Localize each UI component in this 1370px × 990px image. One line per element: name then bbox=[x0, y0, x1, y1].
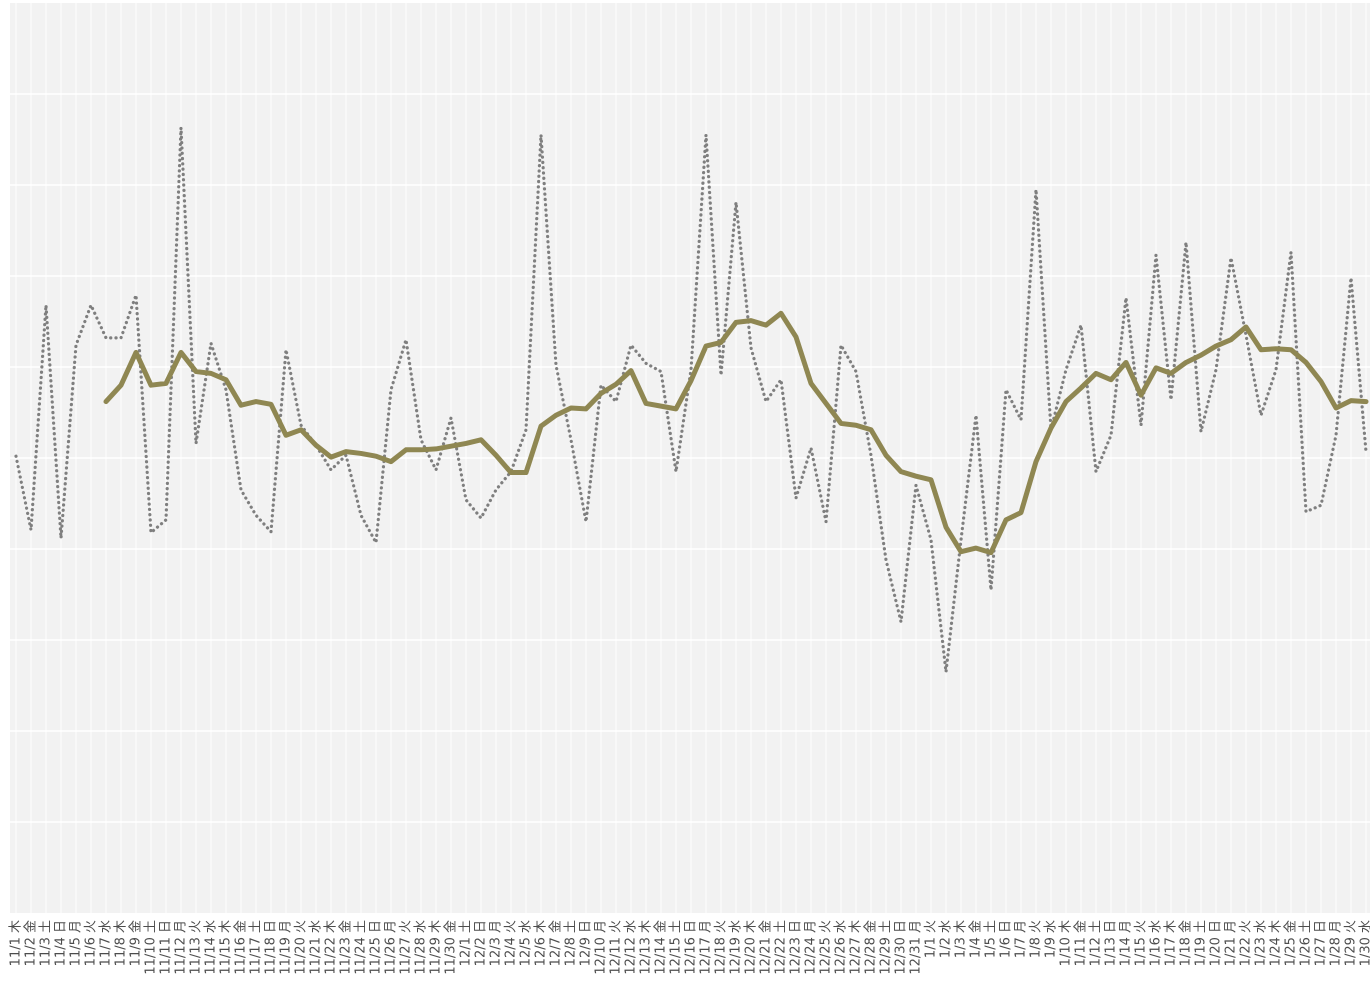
x-tick-label: 11/8 木 bbox=[114, 920, 129, 966]
x-tick-label: 12/13 木 bbox=[639, 920, 654, 975]
x-tick-label: 12/18 火 bbox=[714, 920, 729, 975]
x-tick-label: 11/4 日 bbox=[54, 920, 69, 966]
x-tick-label: 11/6 火 bbox=[84, 920, 99, 966]
x-tick-label: 1/8 火 bbox=[1029, 920, 1044, 958]
x-tick-label: 11/21 水 bbox=[309, 920, 324, 975]
x-tick-label: 11/19 月 bbox=[279, 920, 294, 975]
x-tick-label: 1/7 月 bbox=[1014, 920, 1029, 958]
x-tick-label: 1/16 水 bbox=[1149, 920, 1164, 966]
x-tick-label: 12/8 土 bbox=[564, 920, 579, 966]
x-tick-label: 11/18 日 bbox=[264, 920, 279, 975]
x-tick-label: 1/13 日 bbox=[1104, 920, 1119, 966]
line-series bbox=[14, 126, 1368, 674]
x-tick-label: 11/28 水 bbox=[414, 920, 429, 975]
x-tick-label: 1/5 土 bbox=[984, 920, 999, 958]
x-tick-label: 11/2 金 bbox=[24, 920, 39, 966]
x-tick-label: 12/29 土 bbox=[879, 920, 894, 975]
x-tick-label: 11/29 木 bbox=[429, 920, 444, 975]
x-tick-label: 12/26 水 bbox=[834, 920, 849, 975]
x-tick-label: 1/26 土 bbox=[1299, 920, 1314, 966]
x-tick-label: 1/3 木 bbox=[954, 920, 969, 958]
x-tick-label: 12/27 木 bbox=[849, 920, 864, 975]
x-tick-label: 12/6 木 bbox=[534, 920, 549, 966]
x-tick-label: 11/22 木 bbox=[324, 920, 339, 975]
x-tick-label: 11/24 土 bbox=[354, 920, 369, 975]
x-tick-label: 11/1 木 bbox=[9, 920, 24, 966]
x-tick-label: 12/30 日 bbox=[894, 920, 909, 975]
x-tick-label: 1/28 月 bbox=[1329, 920, 1344, 966]
x-axis: 11/1 木 11/2 金 11/3 土 11/4 日 11/5 月 11/6 火 11/7… bbox=[9, 920, 1370, 975]
x-tick-label: 11/10 土 bbox=[144, 920, 159, 975]
x-tick-label: 11/25 日 bbox=[369, 920, 384, 975]
x-tick-label: 12/7 金 bbox=[549, 920, 564, 966]
x-tick-label: 11/7 水 bbox=[99, 920, 114, 966]
x-tick-label: 11/12 月 bbox=[174, 920, 189, 975]
x-tick-label: 12/24 月 bbox=[804, 920, 819, 975]
x-tick-label: 1/2 水 bbox=[939, 920, 954, 958]
x-tick-label: 12/14 金 bbox=[654, 920, 669, 975]
x-tick-label: 12/25 火 bbox=[819, 920, 834, 975]
line-series bbox=[103, 310, 1369, 556]
x-tick-label: 12/9 日 bbox=[579, 920, 594, 966]
x-tick-label: 12/23 日 bbox=[789, 920, 804, 975]
x-tick-label: 12/20 木 bbox=[744, 920, 759, 975]
x-tick-label: 1/17 木 bbox=[1164, 920, 1179, 966]
x-tick-label: 12/10 月 bbox=[594, 920, 609, 975]
x-tick-label: 12/31 月 bbox=[909, 920, 924, 975]
x-tick-label: 11/26 月 bbox=[384, 920, 399, 975]
x-tick-label: 1/1 火 bbox=[924, 920, 939, 958]
x-tick-label: 1/18 金 bbox=[1179, 920, 1194, 966]
x-tick-label: 1/9 水 bbox=[1044, 920, 1059, 958]
x-tick-label: 12/1 土 bbox=[459, 920, 474, 966]
x-tick-label: 12/4 火 bbox=[504, 920, 519, 966]
x-tick-label: 12/19 水 bbox=[729, 920, 744, 975]
x-tick-label: 12/16 日 bbox=[684, 920, 699, 975]
x-tick-label: 12/21 金 bbox=[759, 920, 774, 975]
x-tick-label: 11/27 火 bbox=[399, 920, 414, 975]
x-tick-label: 1/12 土 bbox=[1089, 920, 1104, 966]
x-tick-label: 11/15 木 bbox=[219, 920, 234, 975]
x-tick-label: 1/4 金 bbox=[969, 920, 984, 958]
x-tick-label: 12/3 月 bbox=[489, 920, 504, 966]
x-tick-label: 1/15 火 bbox=[1134, 920, 1149, 966]
x-tick-label: 1/20 日 bbox=[1209, 920, 1224, 966]
x-tick-label: 1/25 金 bbox=[1284, 920, 1299, 966]
plot-area bbox=[10, 3, 1370, 913]
x-tick-label: 12/2 日 bbox=[474, 920, 489, 966]
x-tick-label: 1/10 木 bbox=[1059, 920, 1074, 966]
x-tick-label: 11/17 土 bbox=[249, 920, 264, 975]
x-tick-label: 12/17 月 bbox=[699, 920, 714, 975]
x-tick-label: 1/29 火 bbox=[1344, 920, 1359, 966]
x-tick-label: 12/12 水 bbox=[624, 920, 639, 975]
x-tick-label: 11/20 火 bbox=[294, 920, 309, 975]
x-tick-label: 11/30 金 bbox=[444, 920, 459, 975]
x-tick-label: 11/9 金 bbox=[129, 920, 144, 966]
x-tick-label: 11/3 土 bbox=[39, 920, 54, 966]
x-tick-label: 1/6 日 bbox=[999, 920, 1014, 958]
x-tick-label: 1/24 木 bbox=[1269, 920, 1284, 966]
x-tick-label: 12/22 土 bbox=[774, 920, 789, 975]
x-tick-label: 1/22 火 bbox=[1239, 920, 1254, 966]
x-tick-label: 1/23 水 bbox=[1254, 920, 1269, 966]
x-tick-label: 12/15 土 bbox=[669, 920, 684, 975]
x-tick-label: 11/13 火 bbox=[189, 920, 204, 975]
x-tick-label: 11/5 月 bbox=[69, 920, 84, 966]
x-tick-label: 1/27 日 bbox=[1314, 920, 1329, 966]
x-tick-label: 12/5 水 bbox=[519, 920, 534, 966]
x-tick-label: 1/14 月 bbox=[1119, 920, 1134, 966]
x-tick-label: 1/21 月 bbox=[1224, 920, 1239, 966]
x-tick-label: 11/23 金 bbox=[339, 920, 354, 975]
x-tick-label: 1/30 水 bbox=[1359, 920, 1370, 966]
x-tick-label: 1/19 土 bbox=[1194, 920, 1209, 966]
x-tick-label: 1/11 金 bbox=[1074, 920, 1089, 966]
x-tick-label: 11/16 金 bbox=[234, 920, 249, 975]
x-tick-label: 12/28 金 bbox=[864, 920, 879, 975]
x-tick-label: 11/11 日 bbox=[159, 920, 174, 975]
x-tick-label: 11/14 水 bbox=[204, 920, 219, 975]
x-tick-label: 12/11 火 bbox=[609, 920, 624, 975]
